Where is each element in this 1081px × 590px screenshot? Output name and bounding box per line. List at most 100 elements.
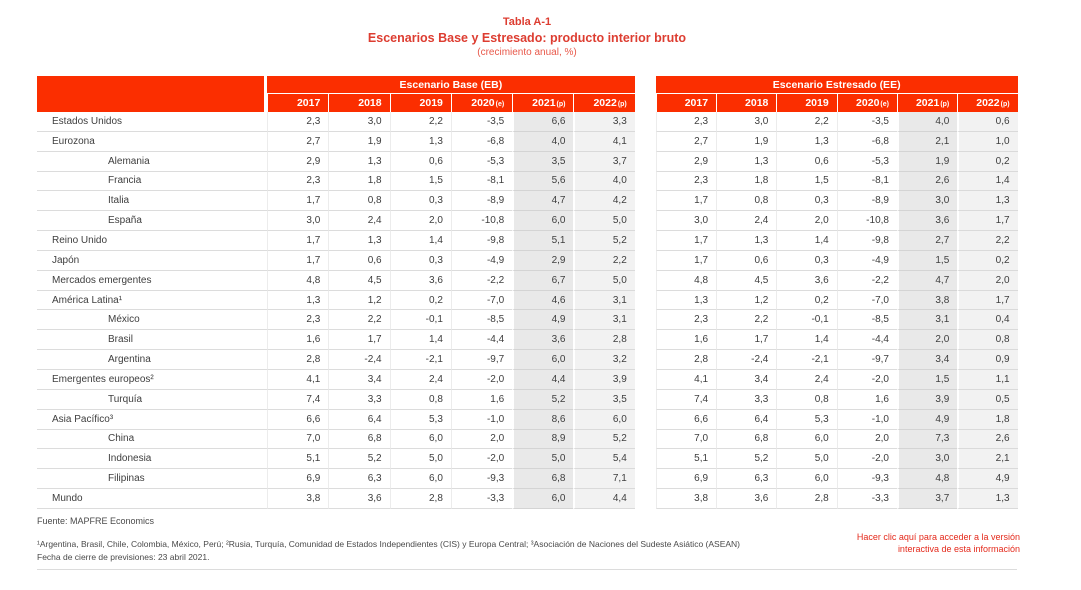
table-title-block: Tabla A-1 Escenarios Base y Estresado: p… bbox=[0, 16, 1054, 58]
value-cell: -7,0 bbox=[836, 290, 897, 311]
value-cell: 2,8 bbox=[573, 330, 635, 351]
value-cell: 3,6 bbox=[512, 330, 574, 351]
value-cell: 1,6 bbox=[836, 389, 897, 410]
value-cell: -4,9 bbox=[450, 250, 513, 271]
year-header: 2020 (e) bbox=[450, 94, 513, 112]
interactive-version-link-line2[interactable]: interactiva de esta información bbox=[897, 543, 1020, 554]
row-label: México bbox=[37, 310, 267, 331]
value-cell: 6,9 bbox=[267, 469, 329, 490]
row-label: Emergentes europeos² bbox=[37, 370, 267, 390]
interactive-version-link[interactable]: Hacer clic aquí para acceder a la versió… bbox=[857, 532, 1020, 555]
value-cell: 6,6 bbox=[512, 112, 574, 132]
value-cell: 0,5 bbox=[957, 389, 1018, 410]
value-cell: -4,9 bbox=[836, 250, 897, 271]
value-cell: 1,9 bbox=[716, 131, 777, 152]
year-label: 2020 bbox=[856, 97, 880, 109]
value-cell: -4,4 bbox=[450, 330, 513, 351]
value-cell: 2,6 bbox=[896, 171, 958, 192]
year-suffix: (e) bbox=[880, 101, 889, 108]
value-cell: -3,3 bbox=[836, 489, 897, 509]
row-label: Brasil bbox=[37, 330, 267, 351]
value-cell: 4,2 bbox=[573, 191, 635, 212]
row-label: Mercados emergentes bbox=[37, 271, 267, 291]
value-cell: 1,3 bbox=[389, 131, 451, 152]
value-cell: -8,9 bbox=[450, 191, 513, 212]
value-cell: 5,0 bbox=[776, 449, 837, 470]
value-cell: 6,0 bbox=[512, 489, 574, 509]
value-cell: -2,0 bbox=[836, 369, 897, 390]
year-suffix: (e) bbox=[495, 101, 505, 108]
value-cell: 1,7 bbox=[655, 250, 717, 271]
value-cell: 1,5 bbox=[896, 250, 958, 271]
year-label: 2021 bbox=[532, 97, 556, 109]
value-cell: 3,4 bbox=[328, 369, 390, 390]
value-cell: 1,3 bbox=[655, 290, 717, 311]
value-cell: 1,8 bbox=[716, 171, 777, 192]
value-cell: 3,3 bbox=[716, 389, 777, 410]
value-cell: 5,2 bbox=[328, 449, 390, 470]
value-cell: 4,0 bbox=[896, 112, 958, 132]
value-cell: 2,4 bbox=[776, 369, 837, 390]
value-cell: 5,2 bbox=[573, 429, 635, 450]
year-label: 2018 bbox=[358, 97, 382, 109]
value-cell: 2,2 bbox=[957, 231, 1018, 251]
scenario-header-base: Escenario Base (EB) bbox=[267, 76, 635, 94]
value-cell: 8,9 bbox=[512, 429, 574, 450]
value-cell: 2,3 bbox=[655, 171, 717, 192]
value-cell: 0,6 bbox=[328, 250, 390, 271]
value-cell: 5,3 bbox=[389, 409, 451, 430]
value-cell: 1,0 bbox=[957, 131, 1018, 152]
value-cell: 3,0 bbox=[896, 191, 958, 212]
value-cell: -4,4 bbox=[836, 330, 897, 351]
value-cell: 3,8 bbox=[267, 489, 329, 509]
value-cell: 3,8 bbox=[896, 290, 958, 311]
value-cell: 2,3 bbox=[267, 310, 329, 331]
value-cell: 1,8 bbox=[328, 171, 390, 192]
value-cell: 4,0 bbox=[512, 131, 574, 152]
value-cell: -1,0 bbox=[836, 409, 897, 430]
value-cell: 3,7 bbox=[896, 489, 958, 509]
value-cell: 3,4 bbox=[716, 369, 777, 390]
value-cell: -3,5 bbox=[450, 112, 513, 132]
year-header: 2022 (p) bbox=[573, 94, 635, 112]
value-cell: 1,7 bbox=[655, 191, 717, 212]
table-corner-block bbox=[37, 76, 267, 112]
row-label: Eurozona bbox=[37, 132, 267, 152]
value-cell: -2,2 bbox=[836, 270, 897, 291]
row-label: Indonesia bbox=[37, 449, 267, 470]
value-cell: 0,6 bbox=[716, 250, 777, 271]
value-cell: 2,3 bbox=[267, 171, 329, 192]
value-cell: 3,0 bbox=[267, 211, 329, 232]
value-cell: 2,4 bbox=[716, 211, 777, 232]
value-cell: 0,6 bbox=[389, 151, 451, 172]
value-cell: 1,4 bbox=[957, 171, 1018, 192]
table-escenario-estresado: Escenario Estresado (EE) 2017 2018 2019 2020… bbox=[655, 76, 1018, 509]
value-cell: -6,8 bbox=[836, 131, 897, 152]
row-label: España bbox=[37, 211, 267, 232]
interactive-version-link-line1[interactable]: Hacer clic aquí para acceder a la versió… bbox=[856, 532, 1020, 542]
year-label: 2017 bbox=[684, 97, 709, 109]
value-cell: 1,2 bbox=[328, 290, 390, 311]
value-cell: -9,3 bbox=[836, 469, 897, 490]
value-cell: 2,2 bbox=[776, 112, 837, 132]
source-note: Fuente: MAPFRE Economics bbox=[37, 516, 155, 526]
value-cell: -2,4 bbox=[716, 350, 777, 370]
value-cell: 1,6 bbox=[267, 330, 329, 351]
value-cell: 2,1 bbox=[957, 449, 1018, 470]
value-cell: 6,0 bbox=[389, 429, 451, 450]
value-cell: -0,1 bbox=[776, 310, 837, 331]
value-cell: 2,4 bbox=[389, 369, 451, 390]
value-cell: 4,4 bbox=[573, 489, 635, 509]
value-cell: 0,6 bbox=[776, 151, 837, 172]
value-cell: 1,3 bbox=[957, 489, 1018, 509]
value-cell: 6,0 bbox=[512, 211, 574, 232]
value-cell: -9,7 bbox=[450, 350, 513, 370]
value-cell: -8,9 bbox=[836, 191, 897, 212]
value-cell: 4,1 bbox=[573, 131, 635, 152]
value-cell: 1,7 bbox=[267, 250, 329, 271]
value-cell: 4,8 bbox=[267, 270, 329, 291]
value-cell: 3,1 bbox=[896, 310, 958, 331]
row-label: Reino Unido bbox=[37, 231, 267, 251]
value-cell: 7,3 bbox=[896, 429, 958, 450]
value-cell: 5,6 bbox=[512, 171, 574, 192]
